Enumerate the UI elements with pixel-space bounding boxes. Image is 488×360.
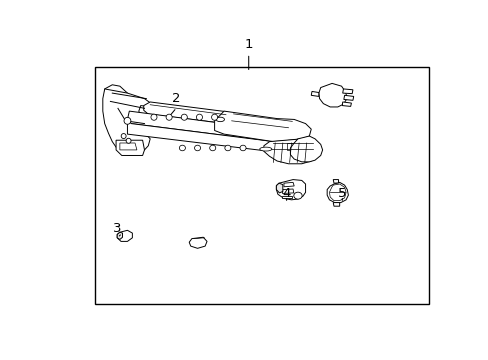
Ellipse shape [196, 114, 202, 120]
Polygon shape [282, 189, 293, 193]
Ellipse shape [224, 145, 230, 151]
Bar [95, 67, 428, 304]
Polygon shape [117, 232, 122, 239]
Polygon shape [286, 143, 297, 150]
Polygon shape [329, 184, 346, 201]
Polygon shape [332, 203, 339, 206]
Text: 1: 1 [244, 38, 252, 51]
Polygon shape [342, 102, 351, 107]
Ellipse shape [124, 117, 131, 124]
Polygon shape [281, 195, 291, 198]
Ellipse shape [209, 145, 215, 151]
Text: 4: 4 [282, 187, 290, 201]
Polygon shape [214, 111, 311, 141]
Ellipse shape [151, 114, 157, 120]
Polygon shape [318, 84, 346, 107]
Polygon shape [342, 89, 352, 94]
Polygon shape [326, 183, 347, 203]
Polygon shape [311, 91, 318, 96]
Polygon shape [117, 230, 132, 242]
Polygon shape [290, 136, 322, 162]
Polygon shape [127, 111, 297, 143]
Ellipse shape [126, 138, 131, 143]
Ellipse shape [293, 192, 302, 199]
Ellipse shape [211, 114, 217, 120]
Polygon shape [139, 105, 233, 127]
Polygon shape [284, 183, 294, 187]
Polygon shape [276, 183, 282, 193]
Ellipse shape [181, 114, 187, 120]
Polygon shape [189, 237, 206, 248]
Polygon shape [264, 139, 316, 164]
Polygon shape [343, 95, 353, 100]
Ellipse shape [179, 145, 185, 151]
Polygon shape [276, 180, 305, 200]
Ellipse shape [259, 147, 271, 151]
Text: 2: 2 [172, 92, 181, 105]
Ellipse shape [166, 114, 172, 120]
Polygon shape [116, 140, 144, 156]
Polygon shape [120, 143, 137, 150]
Polygon shape [143, 102, 235, 123]
Polygon shape [104, 85, 129, 108]
Ellipse shape [194, 145, 200, 151]
Ellipse shape [240, 145, 245, 151]
Polygon shape [332, 180, 338, 183]
Ellipse shape [121, 134, 126, 139]
Text: 5: 5 [337, 187, 346, 201]
Text: 3: 3 [113, 222, 121, 235]
Polygon shape [127, 120, 297, 153]
Polygon shape [102, 89, 156, 156]
Ellipse shape [216, 117, 224, 122]
